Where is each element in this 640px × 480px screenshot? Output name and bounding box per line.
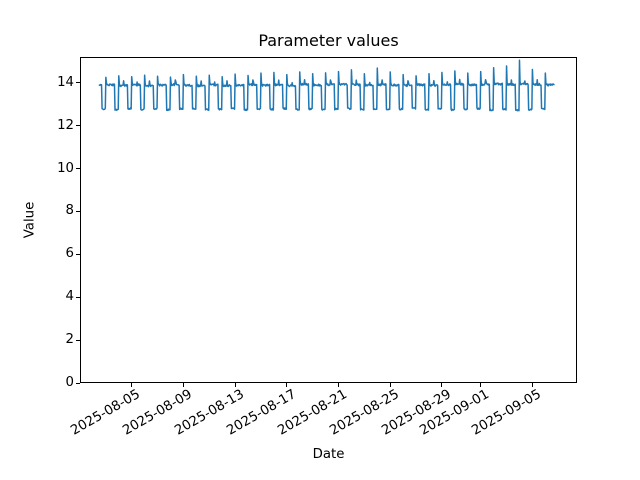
- y-tick-label: 14: [57, 74, 74, 90]
- x-tick-mark: [389, 383, 391, 387]
- y-tick-mark: [76, 168, 80, 170]
- y-tick-mark: [76, 210, 80, 212]
- x-tick-mark: [286, 383, 288, 387]
- y-tick-label: 6: [65, 246, 74, 262]
- y-tick-label: 2: [65, 332, 74, 348]
- y-tick-label: 4: [65, 289, 74, 305]
- x-tick-mark: [182, 383, 184, 387]
- y-tick-label: 8: [65, 203, 74, 219]
- y-tick-label: 10: [57, 160, 74, 176]
- y-tick-mark: [76, 339, 80, 341]
- x-tick-mark: [338, 383, 340, 387]
- x-tick-mark: [234, 383, 236, 387]
- x-tick-mark: [441, 383, 443, 387]
- axes-area: [80, 57, 577, 383]
- y-axis-label: Value: [22, 201, 38, 239]
- y-tick-mark: [76, 382, 80, 384]
- y-tick-label: 0: [65, 375, 74, 390]
- x-axis-label: Date: [312, 447, 345, 462]
- x-tick-mark: [531, 383, 533, 387]
- series-line: [98, 59, 555, 112]
- y-tick-mark: [76, 296, 80, 298]
- y-tick-mark: [76, 125, 80, 127]
- y-tick-label: 12: [57, 117, 74, 133]
- chart-title: Parameter values: [258, 31, 399, 50]
- y-tick-mark: [76, 82, 80, 84]
- y-tick-mark: [76, 253, 80, 255]
- x-tick-mark: [131, 383, 133, 387]
- x-tick-mark: [480, 383, 482, 387]
